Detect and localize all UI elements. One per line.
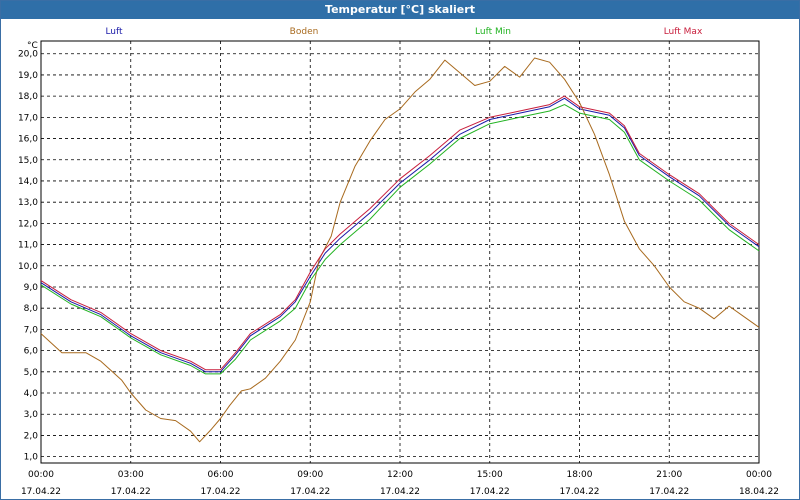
- x-tick-date: 18.04.22: [739, 487, 779, 497]
- x-tick-time: 06:00: [208, 470, 234, 480]
- legend: Luft Boden Luft Min Luft Max: [105, 27, 703, 37]
- x-tick-time: 15:00: [477, 470, 503, 480]
- x-tick-time: 03:00: [118, 470, 144, 480]
- x-tick-date: 17.04.22: [290, 487, 330, 497]
- y-tick-label: 5,0: [24, 368, 39, 378]
- y-tick-label: 2,0: [24, 431, 39, 441]
- x-tick-time: 12:00: [387, 470, 413, 480]
- y-tick-label: 14,0: [18, 177, 38, 187]
- y-tick-label: 8,0: [24, 304, 39, 314]
- x-tick-date: 17.04.22: [21, 487, 61, 497]
- y-tick-label: 18,0: [18, 92, 38, 102]
- x-tick-date: 17.04.22: [111, 487, 151, 497]
- y-tick-label: 16,0: [18, 135, 38, 145]
- y-tick-label: 17,0: [18, 113, 38, 123]
- chart-title: Temperatur [°C] skaliert: [1, 1, 799, 19]
- x-tick-time: 00:00: [746, 470, 772, 480]
- y-tick-label: 9,0: [24, 283, 39, 293]
- y-axis-ticks: 1,0 2,0 3,0 4,0 5,0 6,0 7,0 8,0 9,0 10,0 11,0 12,0 1…: [18, 50, 38, 463]
- series-line-boden: [40, 57, 760, 443]
- legend-item-luft: Luft: [105, 27, 123, 37]
- x-tick-time: 18:00: [567, 470, 593, 480]
- x-tick-date: 17.04.22: [470, 487, 510, 497]
- series-line-luft-min: [40, 104, 760, 375]
- y-tick-label: 1,0: [24, 453, 39, 463]
- x-tick-time: 09:00: [297, 470, 323, 480]
- y-tick-label: 6,0: [24, 347, 39, 357]
- y-tick-label: 19,0: [18, 71, 38, 81]
- y-tick-label: 3,0: [24, 410, 39, 420]
- x-tick-time: 21:00: [656, 470, 682, 480]
- y-tick-label: 10,0: [18, 262, 38, 272]
- x-tick-date: 17.04.22: [380, 487, 420, 497]
- x-tick-date: 17.04.22: [200, 487, 240, 497]
- y-tick-label: 4,0: [24, 389, 39, 399]
- series-line-luft-max: [40, 95, 760, 371]
- series-line-luft: [40, 97, 760, 373]
- legend-item-luft-min: Luft Min: [475, 27, 511, 37]
- x-tick-time: 00:00: [28, 470, 54, 480]
- x-axis-ticks: 00:00 17.04.22 03:00 17.04.22 06:00 17.04.22 0…: [21, 470, 779, 497]
- y-tick-label: 13,0: [18, 198, 38, 208]
- x-tick-date: 17.04.22: [559, 487, 599, 497]
- legend-item-boden: Boden: [290, 27, 319, 37]
- grid: [40, 40, 760, 464]
- y-tick-label: 20,0: [18, 50, 38, 60]
- y-tick-label: 11,0: [18, 241, 38, 251]
- series-lines: [40, 57, 760, 443]
- y-tick-label: 15,0: [18, 156, 38, 166]
- legend-item-luft-max: Luft Max: [664, 27, 703, 37]
- x-tick-date: 17.04.22: [649, 487, 689, 497]
- y-axis-label: °C: [27, 41, 38, 51]
- y-tick-label: 7,0: [24, 325, 39, 335]
- y-tick-label: 12,0: [18, 219, 38, 229]
